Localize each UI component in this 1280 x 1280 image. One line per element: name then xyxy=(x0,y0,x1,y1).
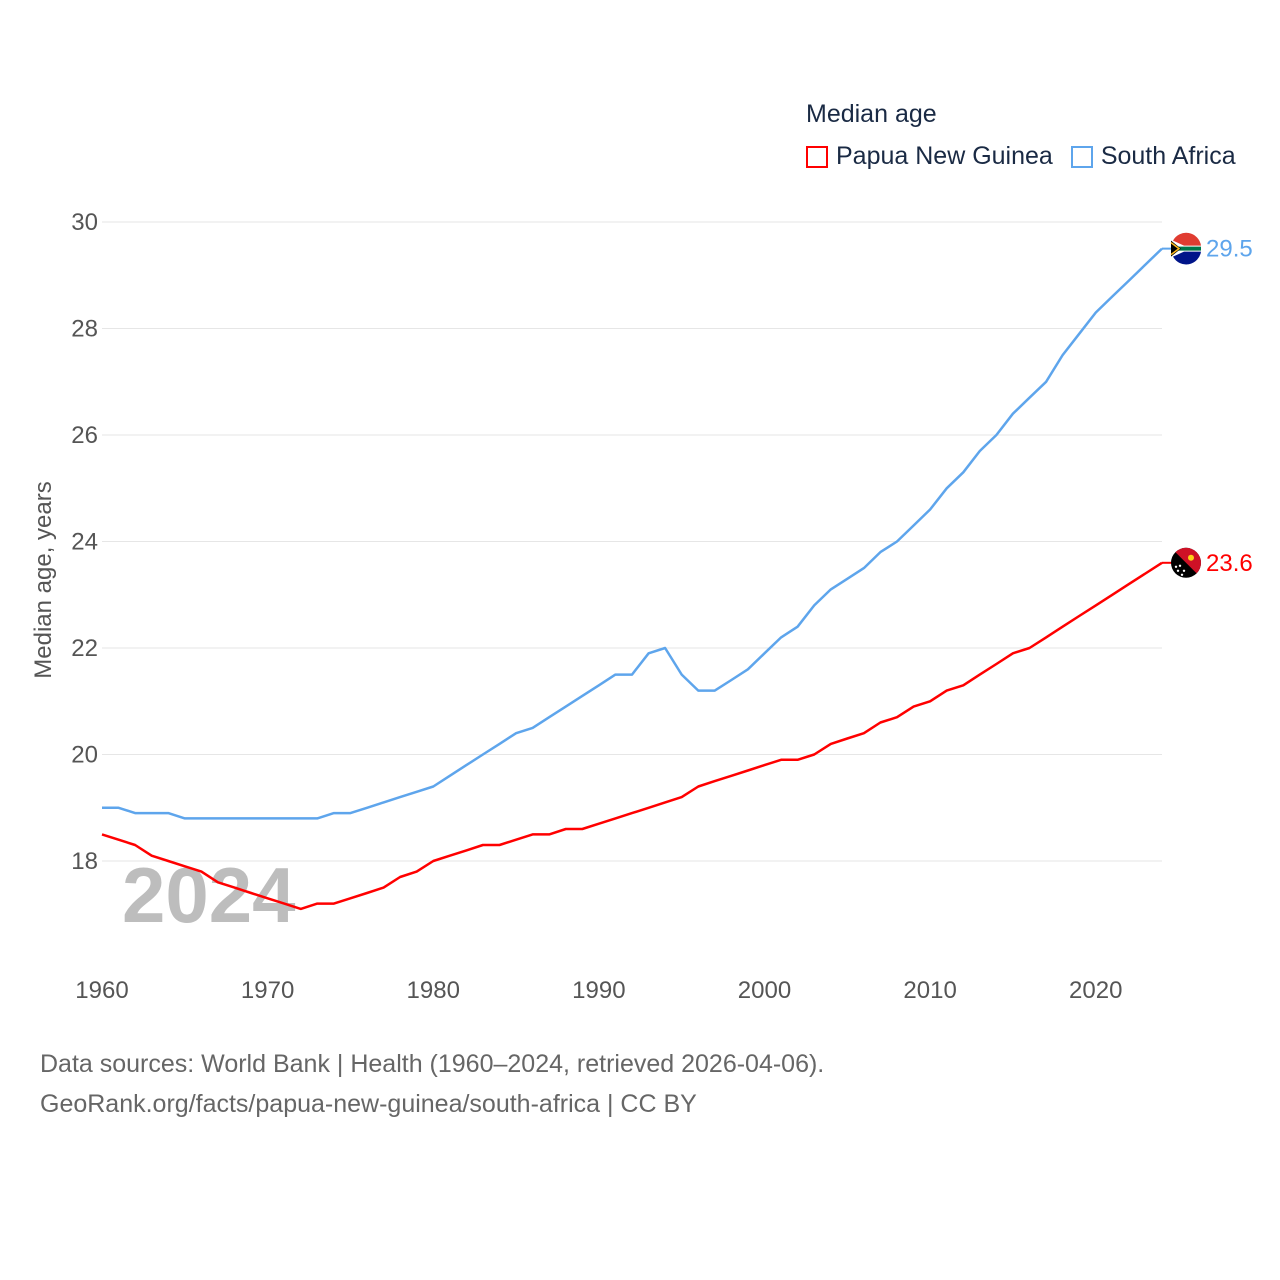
y-tick-label: 20 xyxy=(71,742,98,769)
flag-blue xyxy=(1173,251,1201,265)
y-tick-label: 30 xyxy=(71,209,98,236)
legend-item-png[interactable]: Papua New Guinea xyxy=(806,142,1053,171)
x-tick-label: 1960 xyxy=(75,977,128,1004)
x-tick-label: 2020 xyxy=(1069,977,1122,1004)
flag-star xyxy=(1174,565,1178,568)
papua-new-guinea-flag-icon xyxy=(1171,547,1201,578)
flag-star xyxy=(1178,564,1182,567)
y-tick-label: 22 xyxy=(71,635,98,662)
y-tick-label: 24 xyxy=(71,529,98,556)
x-tick-label: 1980 xyxy=(407,977,460,1004)
legend-swatch xyxy=(806,145,828,168)
end-value-label: 29.5 xyxy=(1206,236,1253,263)
footer: Data sources: World Bank | Health (1960–… xyxy=(40,1044,824,1124)
flag-star xyxy=(1182,569,1186,572)
y-axis-label: Median age, years xyxy=(30,481,57,678)
y-tick-label: 18 xyxy=(71,848,98,875)
y-tick-label: 28 xyxy=(71,316,98,343)
flag-star xyxy=(1180,573,1184,576)
flag-green xyxy=(1171,246,1201,251)
y-tick-label: 26 xyxy=(71,422,98,449)
data-source: Data sources: World Bank | Health (1960–… xyxy=(40,1050,825,1078)
series-line-papua-new-guinea xyxy=(101,561,1163,911)
flag-gold xyxy=(1170,242,1181,256)
legend-label: Papua New Guinea xyxy=(836,142,1053,170)
flag-bird xyxy=(1188,554,1194,561)
legend-label: South Africa xyxy=(1100,142,1236,170)
series-line-south-africa xyxy=(102,247,1163,820)
flag-red xyxy=(1171,548,1201,578)
legend-item-south-africa[interactable]: South Africa xyxy=(1070,142,1236,171)
x-tick-label: 1990 xyxy=(572,977,625,1004)
x-tick-label: 2000 xyxy=(738,977,791,1004)
south-africa-flag-icon xyxy=(1170,232,1201,265)
legend: Papua New Guinea South Africa xyxy=(806,142,1254,171)
source-link[interactable]: GeoRank.org/facts/papua-new-guinea/south… xyxy=(40,1090,697,1118)
x-tick-label: 1970 xyxy=(241,977,294,1004)
end-value-label: 23.6 xyxy=(1206,550,1253,577)
year-watermark: 2024 xyxy=(122,851,296,939)
flag-star xyxy=(1176,569,1180,572)
legend-title: Median age xyxy=(806,100,937,128)
x-tick-label: 2010 xyxy=(903,977,956,1004)
legend-swatch xyxy=(1070,145,1093,168)
flag-red xyxy=(1173,232,1201,246)
